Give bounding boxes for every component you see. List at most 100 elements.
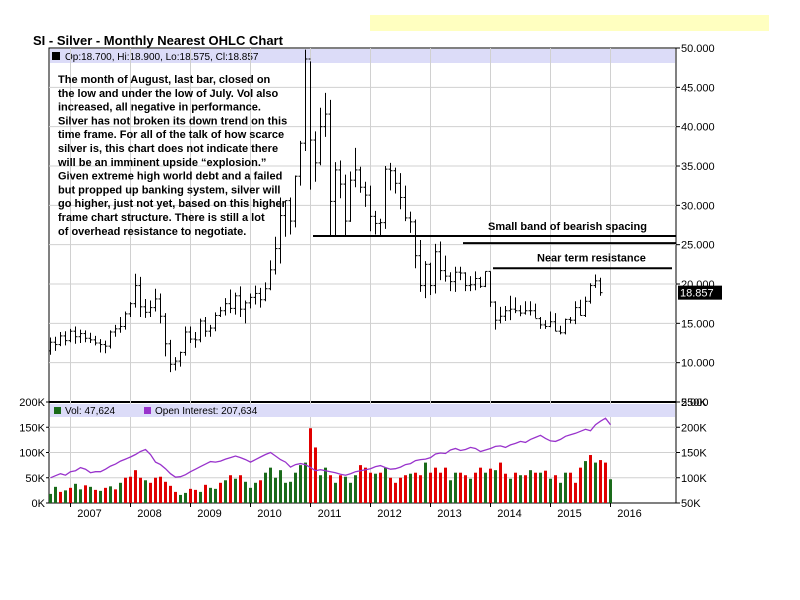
- x-tick-label: 2008: [137, 508, 161, 520]
- volume-bar: [469, 478, 472, 503]
- volume-bar: [294, 472, 297, 503]
- commentary-line: silver is, this chart does not indicate …: [58, 143, 278, 155]
- volume-bar: [454, 472, 457, 503]
- commentary-line: go higher, just not yet, based on this h…: [58, 198, 287, 210]
- volume-bar: [474, 472, 477, 503]
- volume-bar: [314, 447, 317, 503]
- volume-bar: [189, 488, 192, 503]
- y-tick-label: 50.000: [681, 43, 715, 55]
- volume-bar: [114, 489, 117, 503]
- volume-bar: [459, 472, 462, 503]
- volume-bar: [254, 482, 257, 503]
- volume-bar: [159, 476, 162, 503]
- volume-bar: [434, 467, 437, 503]
- volume-bar: [79, 489, 82, 503]
- volume-bar: [89, 486, 92, 503]
- volume-bar: [564, 472, 567, 503]
- volume-bar: [129, 476, 132, 503]
- volume-bar: [164, 481, 167, 503]
- volume-bar: [124, 477, 127, 503]
- volume-bar: [584, 461, 587, 503]
- volume-bar: [184, 492, 187, 503]
- commentary-line: will be an imminent upside “explosion.”: [57, 157, 266, 169]
- commentary-line: Silver has not broken its down trend on …: [58, 115, 287, 127]
- volume-bar: [229, 475, 232, 503]
- volume-bar: [609, 479, 612, 503]
- volume-bar: [529, 470, 532, 503]
- volume-bar: [334, 482, 337, 503]
- volume-bar: [499, 462, 502, 503]
- oi-tick-label: 200K: [681, 422, 707, 434]
- volume-bar: [479, 467, 482, 503]
- volume-bar: [309, 428, 312, 503]
- volume-bar: [579, 467, 582, 503]
- x-tick-label: 2013: [437, 508, 461, 520]
- volume-bar: [269, 467, 272, 503]
- volume-bar: [329, 475, 332, 503]
- commentary-line: of overhead resistance to negotiate.: [58, 226, 246, 238]
- volume-bar: [54, 486, 57, 503]
- volume-bar: [569, 472, 572, 503]
- volume-bar: [544, 470, 547, 503]
- y-tick-label: 15.000: [681, 318, 715, 330]
- x-tick-label: 2012: [377, 508, 401, 520]
- volume-bar: [439, 472, 442, 503]
- volume-bar: [104, 487, 107, 503]
- commentary-line: the low and under the low of July. Vol a…: [58, 88, 279, 100]
- volume-bar: [379, 472, 382, 503]
- vol-tick-label: 150K: [19, 422, 45, 434]
- volume-bar: [589, 455, 592, 503]
- volume-bar: [209, 487, 212, 503]
- volume-bar: [299, 465, 302, 503]
- volume-bar: [559, 482, 562, 503]
- volume-bar: [449, 480, 452, 503]
- volume-bar: [244, 481, 247, 503]
- volume-bar: [249, 487, 252, 503]
- open-interest-line: [50, 417, 612, 479]
- volume-bar: [604, 462, 607, 503]
- commentary-line: time frame. For all of the talk of how s…: [58, 129, 284, 141]
- volume-bar: [484, 472, 487, 503]
- volume-bar: [49, 493, 52, 503]
- y-tick-label: 30.000: [681, 200, 715, 212]
- volume-bar: [199, 491, 202, 503]
- volume-bar: [284, 482, 287, 503]
- volume-bar: [509, 478, 512, 503]
- oi-tick-label: 50K: [681, 498, 701, 510]
- volume-bar: [554, 475, 557, 503]
- volume-bar: [324, 467, 327, 503]
- oi-tick-label: 150K: [681, 448, 707, 460]
- volume-bar: [194, 489, 197, 503]
- vol-legend-label: Vol: 47,624: [65, 406, 115, 417]
- y-tick-label: 40.000: [681, 122, 715, 134]
- volume-bar: [84, 485, 87, 503]
- volume-bar: [539, 472, 542, 503]
- volume-bar: [214, 488, 217, 503]
- x-tick-label: 2014: [497, 508, 521, 520]
- volume-bar: [374, 473, 377, 503]
- volume-bar: [424, 462, 427, 503]
- oi-legend-label: Open Interest: 207,634: [155, 406, 258, 417]
- volume-bar: [69, 487, 72, 503]
- oi-tick-label: 250K: [681, 397, 707, 409]
- x-tick-label: 2007: [77, 508, 101, 520]
- volume-bar: [174, 491, 177, 503]
- last-price-box: [678, 285, 722, 300]
- volume-bar: [504, 473, 507, 503]
- volume-bar: [399, 477, 402, 503]
- chart-title: SI - Silver - Monthly Nearest OHLC Chart: [33, 33, 283, 48]
- volume-bar: [144, 480, 147, 503]
- commentary-line: but propped up banking system, silver wi…: [58, 184, 280, 196]
- x-tick-label: 2011: [318, 508, 342, 520]
- vol-tick-label: 0K: [32, 498, 46, 510]
- commentary-line: Given extreme high world debt and a fail…: [58, 171, 282, 183]
- oi-tick-label: 100K: [681, 473, 707, 485]
- volume-bar: [219, 482, 222, 503]
- y-tick-label: 10.000: [681, 358, 715, 370]
- volume-bar: [239, 475, 242, 503]
- volume-bar: [224, 480, 227, 503]
- vol-tick-label: 100K: [19, 448, 45, 460]
- volume-bar: [264, 472, 267, 503]
- volume-bar: [464, 475, 467, 503]
